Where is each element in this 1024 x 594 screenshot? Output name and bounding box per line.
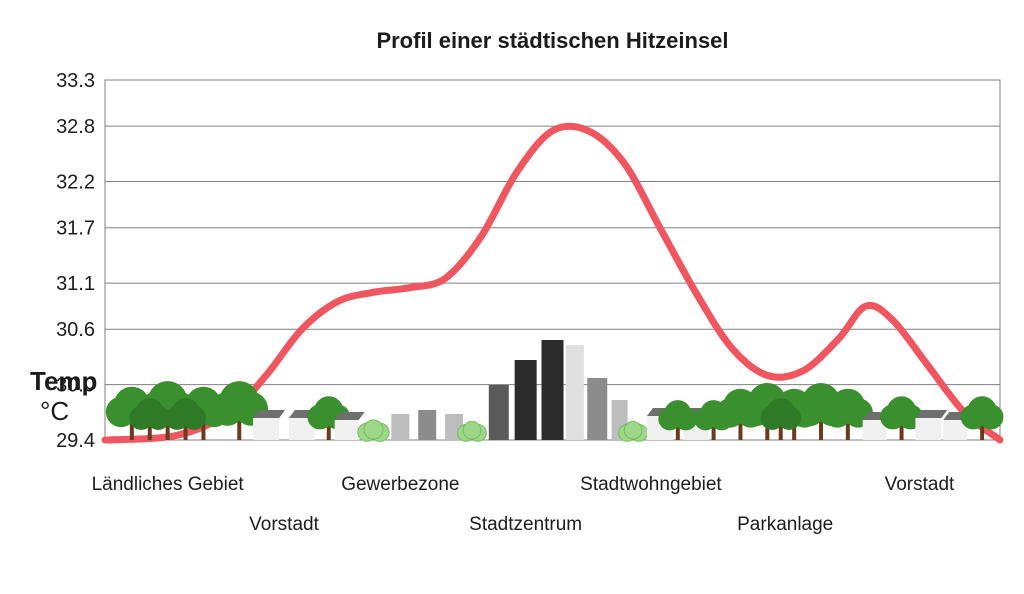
y-tick-label: 29.4 [56,430,95,452]
y-tick-label: 31.1 [56,273,95,295]
y-tick-label: 33.3 [56,70,95,92]
tree-canopy [171,398,199,426]
house-body [915,418,941,440]
bush [624,422,642,440]
building [489,385,509,440]
y-tick-label: 30.6 [56,319,95,341]
tree-canopy [767,398,795,426]
axis-unit: °C [40,396,69,426]
tree-canopy [664,400,691,427]
tree-canopy [136,398,164,426]
building [391,414,409,440]
y-tick-label: 32.8 [56,116,95,138]
category-label: Parkanlage [737,514,833,535]
category-label: Stadtwohngebiet [580,474,722,495]
tree-canopy [967,396,996,425]
house-body [253,418,279,440]
category-label: Vorstadt [249,514,319,535]
building [542,340,564,440]
chart-container: Profil einer städtischen Hitzeinsel 29.4 3… [0,0,1024,594]
bush [364,420,383,439]
category-label: Ländliches Gebiet [92,474,245,495]
category-label: Vorstadt [885,474,955,495]
bg [0,0,1024,594]
tree-canopy [219,381,259,421]
category-label: Stadtzentrum [469,514,582,535]
tree-canopy [887,396,916,425]
bush [463,422,481,440]
chart-svg: Profil einer städtischen Hitzeinsel 29.4 3… [0,0,1024,594]
axis-title: Temp [30,366,97,396]
building [566,345,584,440]
building [515,360,537,440]
y-tick-label: 31.7 [56,218,95,240]
y-tick-label: 32.2 [56,172,95,194]
house-body [335,420,359,440]
building [418,410,436,440]
tree-canopy [831,389,866,424]
building [587,378,607,440]
chart-title: Profil einer städtischen Hitzeinsel [376,28,728,53]
category-label: Gewerbezone [341,474,459,495]
